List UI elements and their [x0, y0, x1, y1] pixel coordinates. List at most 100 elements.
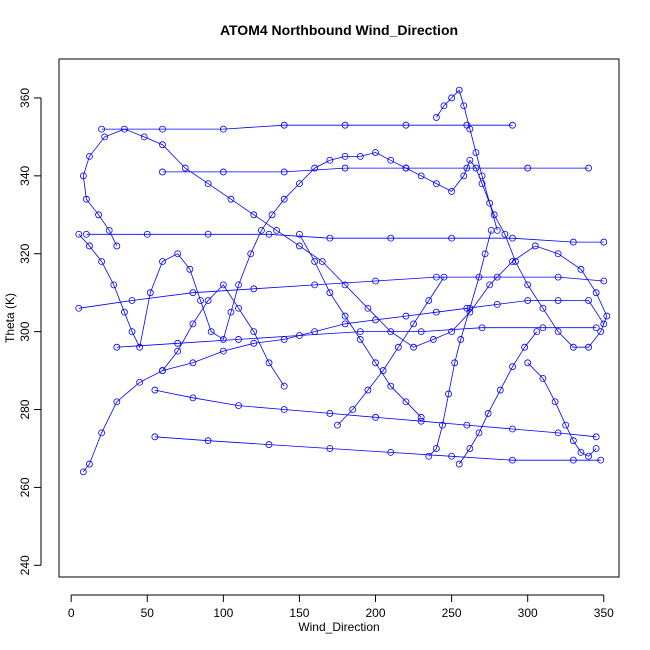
data-point	[159, 125, 166, 133]
data-point	[235, 304, 242, 312]
data-point	[539, 324, 547, 332]
data-point	[311, 281, 319, 289]
data-point	[311, 258, 319, 265]
data-point	[219, 347, 227, 355]
data-point	[440, 273, 448, 281]
data-point	[509, 456, 516, 464]
data-point	[159, 141, 166, 149]
series-line	[86, 233, 604, 243]
data-point	[140, 133, 148, 141]
data-point	[296, 230, 303, 238]
y-tick-label: 240	[18, 555, 32, 575]
series-line	[299, 234, 422, 418]
series-line	[162, 167, 589, 173]
series-line	[162, 284, 285, 387]
data-point	[533, 328, 541, 336]
data-point	[326, 234, 334, 242]
y-tick-label: 360	[18, 88, 32, 108]
data-point	[432, 114, 440, 121]
data-point	[204, 297, 212, 304]
data-point	[457, 336, 465, 343]
data-point	[280, 382, 288, 390]
data-point	[159, 367, 166, 374]
data-point	[174, 347, 182, 355]
data-point	[439, 421, 446, 429]
y-tick-label: 340	[18, 166, 32, 186]
data-point	[268, 211, 276, 219]
data-point	[417, 413, 425, 421]
data-point	[600, 320, 608, 328]
data-point	[113, 398, 121, 406]
data-point	[75, 304, 83, 312]
data-point	[341, 152, 349, 160]
data-point	[387, 234, 395, 242]
data-point	[539, 304, 547, 312]
x-tick-label: 300	[518, 606, 538, 620]
series-line	[458, 331, 538, 465]
x-tick-label: 0	[68, 606, 75, 620]
data-point	[486, 199, 494, 207]
data-point	[597, 456, 605, 464]
x-axis: 0 50 100 150 200 250 300 350	[68, 594, 614, 620]
data-point	[402, 164, 410, 172]
data-point	[372, 413, 379, 421]
data-point	[509, 258, 516, 265]
data-point	[197, 297, 204, 304]
data-point	[113, 343, 121, 351]
data-point	[466, 125, 474, 133]
data-point	[554, 297, 562, 304]
data-point	[174, 250, 182, 258]
data-point	[554, 328, 562, 336]
data-point	[455, 86, 463, 94]
data-point	[448, 452, 456, 460]
data-point	[448, 234, 456, 242]
data-point	[189, 289, 197, 297]
data-point	[402, 312, 410, 320]
data-point	[273, 226, 281, 234]
plot-area	[75, 86, 611, 476]
data-point	[509, 425, 516, 433]
series-line	[101, 124, 513, 130]
data-point	[75, 230, 83, 238]
data-point	[451, 359, 459, 367]
data-point	[554, 273, 562, 281]
data-point	[417, 417, 425, 425]
data-point	[326, 289, 334, 297]
data-point	[372, 359, 379, 367]
data-point	[250, 285, 258, 293]
data-point	[356, 336, 364, 343]
data-point	[372, 149, 379, 156]
series-line	[116, 327, 597, 348]
data-point	[341, 164, 349, 172]
data-point	[189, 359, 197, 367]
data-point	[448, 94, 456, 102]
data-point	[280, 121, 288, 129]
data-point	[235, 336, 242, 343]
data-point	[121, 308, 128, 316]
data-point	[466, 445, 474, 452]
data-point	[600, 277, 608, 285]
data-point	[189, 394, 197, 402]
data-point	[189, 320, 197, 328]
data-point	[569, 456, 577, 464]
data-point	[440, 102, 448, 110]
data-point	[326, 410, 334, 417]
y-tick-label: 280	[18, 399, 32, 419]
data-point	[524, 297, 532, 304]
data-point	[86, 460, 93, 468]
x-tick-label: 150	[289, 606, 309, 620]
data-point	[539, 374, 547, 382]
data-point	[475, 429, 483, 437]
data-point	[159, 168, 166, 176]
data-point	[487, 226, 495, 234]
data-point	[280, 406, 288, 413]
data-point	[143, 230, 151, 238]
data-point	[410, 343, 417, 351]
x-tick-label: 250	[442, 606, 462, 620]
data-point	[493, 300, 501, 308]
data-point	[86, 152, 93, 160]
data-point	[235, 402, 242, 410]
data-point	[250, 328, 258, 336]
data-point	[501, 230, 509, 238]
